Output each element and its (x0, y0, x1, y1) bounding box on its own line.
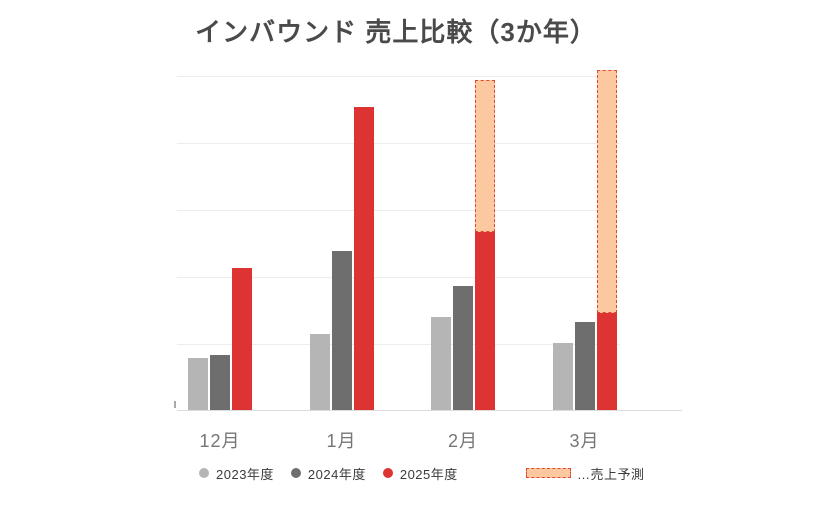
legend-label: 2024年度 (307, 466, 366, 482)
gridline (177, 76, 620, 77)
bar-3月-2023年度 (552, 343, 573, 411)
forecast-swatch-icon (526, 468, 571, 478)
bar-3月-2025年度 (596, 313, 617, 411)
x-axis-label-3月: 3月 (569, 431, 600, 451)
legend-label: 2025年度 (399, 466, 458, 482)
legend-item-2023年度: 2023年度 (199, 464, 274, 483)
legend-dot-icon (199, 468, 209, 478)
gridline (177, 143, 620, 144)
x-axis-label-2月: 2月 (447, 431, 478, 451)
bar-group-1月 (309, 76, 374, 411)
bar-3月-2024年度 (574, 321, 595, 411)
plot-area (177, 69, 620, 411)
forecast-bar-2月 (475, 80, 495, 233)
legend-dot-icon (290, 468, 301, 478)
bar-2月-2025年度 (475, 232, 495, 411)
bar-12月-2025年度 (232, 268, 252, 411)
x-axis-label-12月: 12月 (199, 431, 241, 451)
y-axis-zero-tick (174, 401, 176, 408)
gridline (177, 277, 620, 278)
bar-1月-2025年度 (353, 106, 374, 411)
bar-2月-2023年度 (431, 317, 451, 411)
legend-forecast: …売上予測 (526, 464, 645, 482)
gridline (177, 210, 620, 211)
legend-label: 2023年度 (216, 466, 274, 482)
bar-1月-2024年度 (331, 250, 352, 411)
bar-group-12月 (188, 76, 252, 411)
gridline (177, 344, 620, 345)
x-axis-line (177, 410, 682, 411)
legend-forecast-label: …売上予測 (577, 466, 645, 482)
bar-group-2月 (431, 76, 495, 411)
bar-2月-2024年度 (453, 285, 473, 411)
legend-item-2024年度: 2024年度 (290, 464, 366, 483)
x-axis-labels: 12月 1月 2月 3月 (177, 427, 620, 453)
chart-title: インバウンド 売上比較（3か年） (195, 17, 597, 47)
bar-12月-2023年度 (188, 358, 208, 411)
legend-item-2025年度: 2025年度 (382, 464, 458, 483)
x-axis-label-1月: 1月 (326, 431, 357, 451)
bar-12月-2024年度 (210, 354, 230, 411)
bar-group-3月 (552, 69, 617, 411)
forecast-bar-3月 (596, 69, 617, 314)
legend-dot-icon (382, 468, 393, 478)
bar-1月-2023年度 (309, 333, 330, 411)
legend-series: 2023年度 2024年度 2025年度 (199, 464, 458, 482)
